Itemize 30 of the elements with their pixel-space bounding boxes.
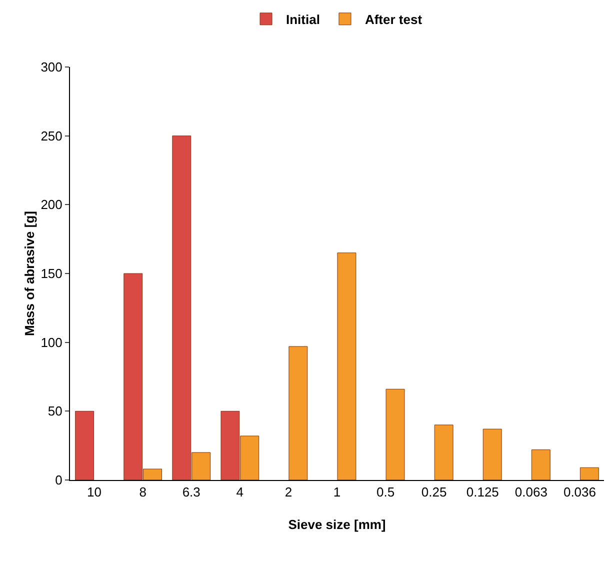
y-tick-label: 0	[55, 472, 62, 488]
x-tick-label: 0.063	[514, 484, 548, 500]
x-axis-title: Sieve size [mm]	[288, 517, 386, 532]
x-tick-label: 1	[333, 484, 341, 500]
x-tick-label: 2	[284, 484, 292, 500]
bar	[288, 346, 308, 480]
y-tick-label: 50	[48, 404, 62, 419]
x-tick-label: 0.036	[563, 484, 596, 500]
x-tick-label: 0.5	[376, 484, 395, 500]
y-axis-title: Mass of abrasive [g]	[22, 211, 37, 336]
x-tick-label: 6.3	[182, 484, 200, 500]
bar	[580, 467, 599, 480]
y-tick-label: 300	[40, 60, 62, 75]
bar	[386, 388, 405, 480]
y-tick-label: 150	[40, 266, 62, 282]
x-tick-label: 0.125	[466, 484, 499, 500]
x-tick-label: 0.25	[421, 484, 447, 500]
y-tick-label: 100	[40, 334, 62, 350]
bar	[75, 410, 94, 480]
x-tick-label: 4	[236, 484, 244, 500]
legend-label: After test	[364, 12, 423, 27]
y-tick-label: 200	[40, 197, 62, 212]
bar	[482, 428, 502, 480]
legend-label: Initial	[286, 12, 320, 27]
x-tick-label: 8	[139, 484, 146, 500]
bar	[531, 449, 550, 480]
bar	[434, 424, 454, 480]
bar	[337, 252, 356, 480]
x-tick-label: 10	[87, 484, 102, 500]
y-tick-label: 250	[40, 128, 62, 144]
